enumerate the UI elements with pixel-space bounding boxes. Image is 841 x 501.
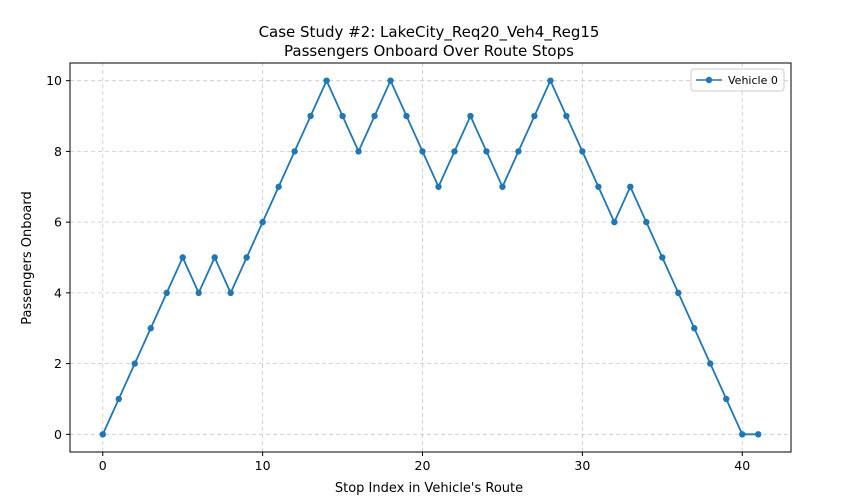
x-tick-label: 30	[574, 458, 590, 473]
data-point	[115, 395, 122, 403]
data-point	[563, 112, 570, 120]
x-axis-label: Stop Index in Vehicle's Route	[335, 481, 523, 496]
x-tick-label: 0	[99, 458, 107, 473]
data-point	[627, 183, 634, 190]
series-line-0	[101, 79, 759, 436]
y-tick-label: 10	[46, 73, 62, 88]
data-point	[675, 289, 682, 297]
data-point	[355, 148, 362, 155]
data-point	[579, 148, 586, 155]
series-layer	[99, 77, 762, 438]
data-point	[307, 112, 314, 120]
data-point	[275, 183, 282, 190]
data-point	[499, 183, 506, 190]
grid-lines	[70, 63, 791, 452]
y-tick-label: 4	[54, 285, 62, 300]
data-point	[323, 77, 330, 84]
data-point	[211, 254, 218, 261]
y-tick-label: 8	[54, 144, 62, 159]
chart-title-line-1: Case Study #2: LakeCity_Req20_Veh4_Reg15	[259, 23, 600, 42]
data-point	[451, 148, 458, 155]
data-point	[99, 431, 106, 438]
y-tick-label: 0	[54, 427, 62, 442]
data-point	[147, 325, 154, 332]
data-point	[339, 112, 346, 120]
y-tick-label: 2	[54, 356, 62, 371]
data-point	[483, 148, 490, 155]
legend-marker-icon	[705, 76, 713, 84]
data-point	[403, 112, 410, 120]
data-point	[659, 254, 666, 261]
data-point	[643, 218, 650, 226]
data-point	[739, 431, 746, 438]
data-point	[259, 218, 266, 226]
data-point	[387, 77, 394, 84]
data-point	[179, 254, 186, 261]
data-point	[291, 148, 298, 155]
data-point	[755, 431, 762, 438]
data-point	[531, 112, 538, 120]
data-point	[243, 254, 250, 261]
data-point	[371, 112, 378, 120]
data-point	[595, 183, 602, 190]
x-tick-label: 10	[255, 458, 271, 473]
legend-label: Vehicle 0	[728, 74, 778, 87]
data-point	[723, 395, 730, 403]
y-axis-ticks: 0 2 4 6 8 10	[46, 73, 70, 442]
x-tick-label: 40	[734, 458, 750, 473]
data-point	[419, 148, 426, 155]
data-point	[435, 183, 442, 190]
data-point	[195, 289, 202, 297]
y-tick-label: 6	[54, 215, 62, 230]
y-axis-label: Passengers Onboard	[20, 191, 35, 325]
data-point	[515, 148, 522, 155]
legend-box	[690, 68, 785, 92]
chart-title-line-2: Passengers Onboard Over Route Stops	[284, 42, 574, 60]
data-point	[691, 325, 698, 332]
x-axis-ticks: 0 10 20 30 40	[99, 452, 750, 473]
legend: Vehicle 0	[690, 68, 785, 92]
data-point	[707, 360, 714, 367]
x-tick-label: 20	[415, 458, 431, 473]
data-point	[547, 77, 554, 84]
plot-frame	[69, 62, 792, 453]
data-point	[467, 112, 474, 120]
data-point	[131, 360, 138, 367]
data-point	[227, 289, 234, 297]
data-point	[611, 218, 618, 226]
data-point	[163, 289, 170, 297]
